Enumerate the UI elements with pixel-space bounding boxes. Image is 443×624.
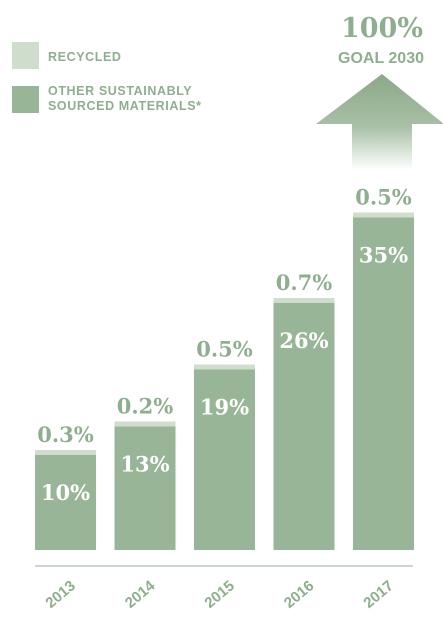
legend: RECYCLED OTHER SUSTAINABLY SOURCED MATER… (12, 42, 202, 113)
x-tick-label-2014: 2014 (122, 577, 159, 612)
data-label-recycled-2014: 0.2% (117, 394, 174, 419)
bar-other-2017 (353, 217, 414, 550)
bar-other-2015 (194, 369, 255, 550)
bar-other-2013 (35, 455, 96, 550)
data-label-recycled-2013: 0.3% (37, 422, 94, 447)
data-label-other-2017: 35% (359, 243, 408, 268)
bar-recycled-2015 (194, 364, 255, 370)
bar-recycled-2017 (353, 212, 414, 218)
bar-recycled-2013 (35, 450, 96, 455)
data-label-recycled-2015: 0.5% (196, 337, 253, 362)
goal-percent: 100% (341, 13, 423, 44)
goal-label: GOAL 2030 (338, 50, 424, 67)
x-tick-label-2015: 2015 (201, 577, 237, 611)
goal-arrow (316, 74, 443, 170)
data-label-recycled-2016: 0.7% (276, 270, 333, 295)
data-label-recycled-2017: 0.5% (355, 185, 412, 210)
bar-other-2014 (114, 426, 176, 550)
legend-label-other-line2: SOURCED MATERIALS* (48, 99, 202, 113)
bars-group: 10% 0.3% 13% 0.2% 19% 0.5% 26% 0.7% 35% 0.5% (35, 185, 414, 550)
x-axis-labels: 2013 2014 2015 2016 2017 (42, 577, 396, 612)
goal-annotation: 100% GOAL 2030 (316, 13, 443, 170)
legend-label-other-line1: OTHER SUSTAINABLY (48, 84, 192, 98)
bar-other-2016 (273, 303, 335, 550)
data-label-other-2015: 19% (200, 395, 249, 420)
x-tick-label-2016: 2016 (281, 577, 317, 611)
x-tick-label-2017: 2017 (360, 577, 396, 611)
bar-recycled-2016 (273, 298, 335, 303)
data-label-other-2013: 10% (41, 480, 90, 505)
legend-label-recycled: RECYCLED (48, 50, 122, 64)
data-label-other-2014: 13% (120, 452, 169, 477)
data-label-other-2016: 26% (279, 328, 328, 353)
legend-swatch-recycled (12, 42, 39, 69)
x-tick-label-2013: 2013 (42, 577, 78, 611)
bar-recycled-2014 (114, 421, 176, 427)
legend-swatch-other (12, 86, 39, 113)
